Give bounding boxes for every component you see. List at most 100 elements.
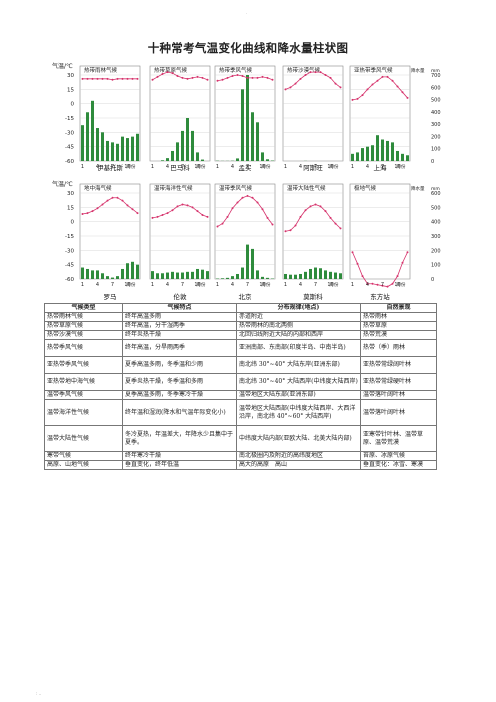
header-cell: 气候特点	[122, 303, 237, 313]
table-row: 亚热带季风气候 夏季高温多雨，冬季温和少雨 南北纬 30°~40° 大陆东岸(亚洲东…	[44, 356, 437, 374]
precip-bar	[236, 158, 239, 161]
temp-point	[126, 77, 129, 80]
precip-bar	[196, 268, 199, 279]
table-cell: 夏季高温多雨，冬季温和少雨	[122, 356, 237, 374]
month-tick-label: 1	[81, 164, 84, 170]
precip-bar	[284, 273, 287, 279]
table-cell: 亚热带地中海气候	[44, 373, 123, 391]
precip-bar	[351, 153, 354, 161]
precip-bar	[236, 273, 239, 279]
temp-point	[304, 74, 307, 76]
month-tick-label: 10	[194, 164, 200, 170]
chart-title: 极地气候	[354, 184, 377, 192]
table-cell: 终年寒冷干燥	[122, 451, 237, 461]
month-tick-label: 7	[314, 282, 317, 288]
temp-point	[284, 88, 287, 91]
precip-bar	[299, 273, 302, 279]
table-cell: 热带草原	[360, 321, 437, 331]
temp-point	[241, 196, 244, 199]
temp-point	[319, 71, 322, 74]
temp-point	[221, 78, 224, 81]
temp-point	[256, 201, 259, 204]
table-cell: 热带沙漠气候	[44, 330, 123, 340]
table-cell: 热带荒漠	[360, 330, 437, 340]
precip-bar	[386, 140, 389, 161]
temp-point	[334, 222, 337, 225]
chart-title: 地中海气候	[84, 184, 112, 192]
month-tick-label: 1	[216, 164, 219, 170]
month-unit-label: 月份	[397, 163, 406, 170]
temp-point	[386, 285, 389, 288]
table-cell: 温带大陆性气候	[44, 425, 123, 452]
table-cell: 垂直变化：冰雪、寒漠	[360, 460, 437, 470]
table-cell: 垂直变化，终年低温	[122, 460, 237, 470]
precip-axis-unit: mm	[431, 69, 440, 74]
month-tick-label: 4	[166, 282, 169, 288]
month-tick-label: 7	[381, 282, 384, 288]
temp-point	[166, 212, 169, 215]
precip-bar	[166, 158, 169, 161]
temp-point	[339, 227, 342, 230]
temp-point	[121, 199, 124, 202]
chart-title: 温带季风气候	[219, 184, 253, 192]
temp-point	[386, 75, 389, 78]
table-cell: 亚洲南部、东南部(印度半岛、中南半岛)	[236, 339, 361, 357]
precip-bar	[256, 122, 259, 161]
temp-tick-label: -60	[65, 277, 74, 283]
temp-point	[241, 74, 244, 77]
temp-axis-title-top: 气温/℃	[52, 62, 73, 70]
temp-point	[131, 208, 134, 211]
month-tick-label: 4	[366, 282, 369, 288]
temp-point	[294, 82, 297, 85]
chart-title: 亚热带季风气候	[354, 66, 393, 74]
precip-bar	[196, 152, 199, 161]
temp-point	[356, 97, 359, 100]
temp-tick-label: 0	[71, 102, 75, 108]
temp-point	[106, 199, 109, 202]
temp-point	[136, 77, 139, 80]
precip-bar	[126, 138, 129, 161]
temp-point	[81, 77, 84, 80]
table-cell: 温带海洋性气候	[44, 399, 123, 426]
temp-tick-label: 30	[67, 73, 74, 79]
table-cell: 热带雨林的南北两侧	[236, 321, 361, 331]
precip-bar	[101, 132, 104, 161]
station-name: 阿斯旺	[303, 163, 323, 172]
month-tick-label: 1	[351, 282, 354, 288]
month-tick-label: 10	[327, 282, 333, 288]
month-tick-label: 10	[259, 164, 265, 170]
table-cell: 赤道附近	[236, 312, 361, 322]
temp-tick-label: -45	[65, 263, 74, 269]
month-tick-label: 1	[81, 282, 84, 288]
precip-bar	[91, 100, 94, 161]
temp-point	[309, 205, 312, 208]
temp-tick-label: -60	[65, 159, 74, 165]
station-name: 莫斯科	[303, 292, 323, 301]
precip-bar	[289, 274, 292, 279]
precip-bar	[371, 145, 374, 161]
station-name: 东方站	[370, 292, 390, 301]
temp-point	[156, 215, 159, 218]
temp-point	[111, 78, 114, 81]
temp-point	[251, 76, 254, 79]
temp-point	[381, 284, 384, 287]
temp-point	[406, 251, 409, 254]
temp-point	[334, 82, 337, 85]
table-row: 热带沙漠气候 终年炎热干燥 北回归线附近大陆的内部和西岸 热带荒漠	[44, 330, 437, 340]
temp-point	[396, 85, 399, 88]
month-tick-label: 7	[246, 282, 249, 288]
temp-tick-label: -45	[65, 145, 74, 151]
month-unit-label: 月份	[262, 163, 271, 170]
precip-bar	[86, 268, 89, 279]
temp-tick-label: -15	[65, 116, 74, 122]
precip-bar	[201, 159, 204, 161]
temp-point	[289, 229, 292, 232]
precip-bar	[226, 277, 229, 279]
precip-tick-label: 600	[431, 85, 441, 91]
precip-bar	[181, 130, 184, 161]
table-row: 高原、山地气候 垂直变化，终年低温 高大的高原 高山 垂直变化：冰雪、寒漠	[44, 460, 437, 470]
precip-bar	[251, 112, 254, 161]
precip-tick-label: 700	[431, 73, 441, 79]
precip-bar	[191, 130, 194, 161]
